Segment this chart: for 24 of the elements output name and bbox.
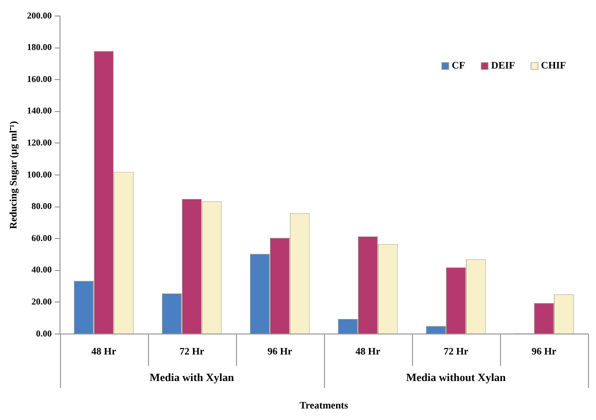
x-tick-label: 96 Hr	[267, 346, 293, 358]
y-tick-label: 140.00	[27, 106, 52, 116]
y-tick-label: 60.00	[32, 232, 52, 243]
x-tick-label: 48 Hr	[91, 346, 117, 358]
y-tick-label: 0.00	[36, 328, 52, 338]
y-tick-label: 120.00	[27, 138, 52, 148]
y-tick-label: 200.00	[27, 10, 52, 20]
x-axis-title: Treatments	[300, 400, 348, 412]
y-tick-label: 80.00	[32, 201, 52, 212]
legend-label: CF	[452, 60, 466, 72]
y-tick-label: 40.00	[32, 264, 52, 275]
y-tick-label: 100.00	[27, 169, 52, 180]
y-tick-label: 160.00	[27, 74, 52, 84]
legend-label: CHIF	[541, 60, 566, 72]
y-tick-label: 180.00	[27, 42, 52, 52]
y-axis-title: Reducing Sugar (µg ml⁻¹)	[8, 121, 20, 229]
text: Media without Xylan	[406, 372, 506, 384]
y-tick-label: 20.00	[32, 296, 52, 307]
x-tick-label: 48 Hr	[356, 346, 381, 358]
text: Media with Xylan	[150, 372, 234, 384]
x-tick-label: 72 Hr	[444, 346, 469, 358]
x-tick-label: 96 Hr	[532, 346, 557, 358]
legend-label: DEIF	[491, 60, 516, 72]
x-tick-label: 72 Hr	[179, 346, 205, 358]
